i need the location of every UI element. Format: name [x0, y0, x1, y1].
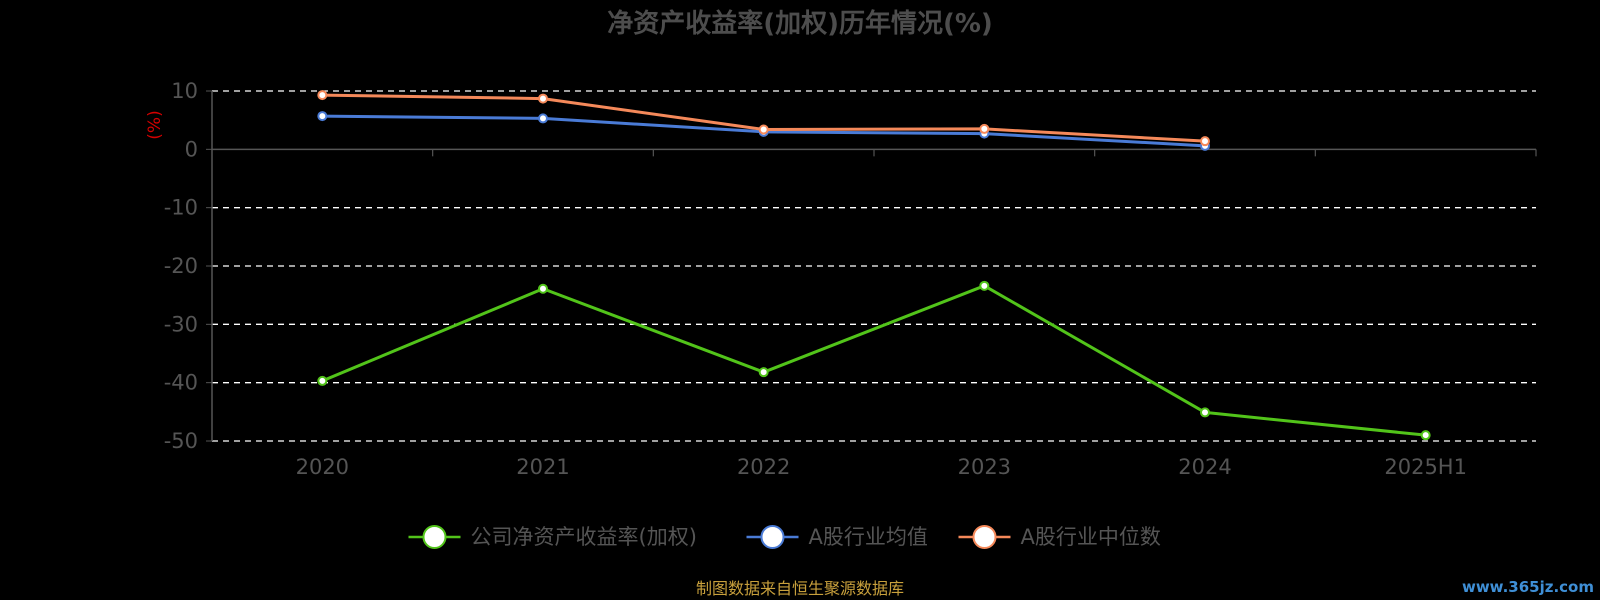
- legend-marker-2: [972, 525, 997, 549]
- x-tick-labels: 2020 2021 2022 2023 2024 2025H1: [296, 455, 1467, 479]
- legend: 公司净资产收益率(加权) A股行业均值 A股行业中位数: [408, 525, 1161, 549]
- series-0-point-2: [758, 367, 769, 378]
- y-tick-label-0: 10: [171, 79, 198, 103]
- x-tick-label-5: 2025H1: [1384, 455, 1467, 479]
- legend-marker-1: [760, 525, 785, 549]
- chart-title: 净资产收益率(加权)历年情况(%): [607, 8, 993, 39]
- legend-item-1: A股行业均值: [746, 525, 928, 549]
- x-tick-label-4: 2024: [1178, 455, 1231, 479]
- x-tick-label-1: 2021: [516, 455, 569, 479]
- x-tick-label-2: 2022: [737, 455, 790, 479]
- legend-label-1: A股行业均值: [809, 525, 928, 549]
- watermark: www.365jz.com: [1462, 578, 1594, 596]
- series-2-point-1: [538, 93, 548, 104]
- series-0-point-4: [1200, 407, 1210, 418]
- legend-item-2: A股行业中位数: [958, 525, 1161, 549]
- y-axis-label: (%): [145, 110, 165, 139]
- series-2-point-4: [1200, 136, 1210, 147]
- y-tick-label-5: -40: [164, 371, 198, 395]
- y-tick-label-2: -10: [164, 196, 198, 220]
- axes: [206, 90, 1537, 442]
- series-1-point-0: [317, 111, 328, 122]
- x-tick-label-3: 2023: [958, 455, 1011, 479]
- y-tick-label-1: 0: [185, 137, 198, 161]
- series-0-point-5: [1420, 430, 1431, 441]
- series-2-point-3: [979, 123, 990, 134]
- y-tick-label-6: -50: [164, 429, 198, 453]
- series-2-point-0: [317, 90, 328, 101]
- source-note: 制图数据来自恒生聚源数据库: [696, 579, 904, 598]
- legend-label-2: A股行业中位数: [1021, 525, 1161, 549]
- y-tick-label-3: -20: [164, 254, 198, 278]
- y-tick-label-4: -30: [164, 312, 198, 336]
- series-0-point-1: [538, 283, 548, 294]
- legend-marker-0: [422, 525, 447, 549]
- series-0-point-0: [317, 375, 328, 386]
- grid-lines: [212, 90, 1536, 442]
- series-0-point-3: [979, 280, 990, 291]
- y-tick-labels: 10 0 -10 -20 -30 -40 -50: [164, 79, 198, 453]
- x-tick-label-0: 2020: [296, 455, 349, 479]
- legend-item-0: 公司净资产收益率(加权): [408, 525, 697, 549]
- series-line-0: [321, 284, 1426, 437]
- legend-label-0: 公司净资产收益率(加权): [471, 525, 697, 549]
- series-1-point-1: [538, 113, 548, 124]
- series-2-point-2: [758, 124, 769, 135]
- series-layer: [317, 90, 1431, 441]
